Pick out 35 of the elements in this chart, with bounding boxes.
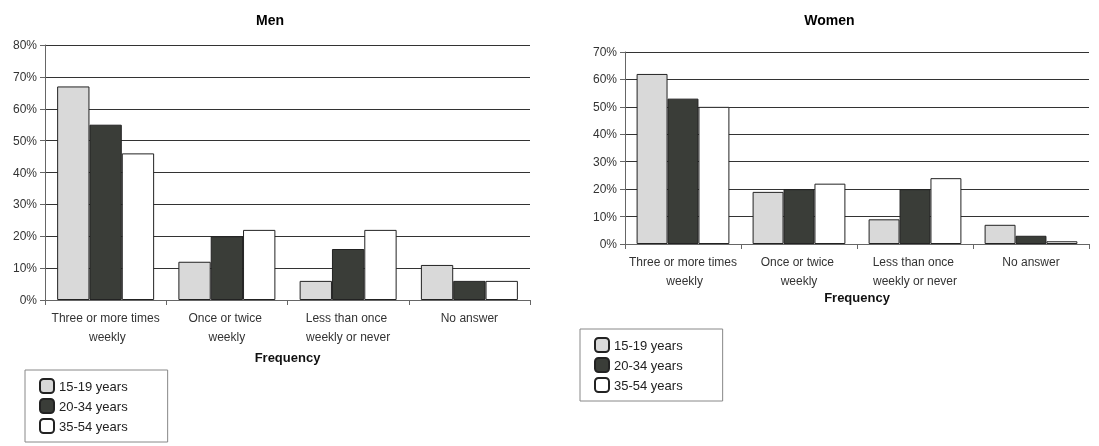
x-tick-label: Once or twice weekly	[760, 254, 838, 288]
y-tick-label: 10%	[592, 209, 618, 224]
y-tick-label: 20%	[12, 229, 38, 244]
y-tick-label: 40%	[592, 127, 618, 142]
y-tick-label: 50%	[12, 133, 38, 148]
x-axis-title: Frequency	[824, 289, 891, 305]
legend-label: 35-54 years	[59, 418, 129, 434]
legend-label: 20-34 years	[59, 398, 129, 414]
y-tick-label: 60%	[592, 72, 618, 87]
x-tick-label: Less than once weekly or never	[871, 254, 958, 288]
x-axis-title: Frequency	[254, 349, 322, 365]
legend-label: 15-19 years	[614, 337, 684, 353]
y-tick-label: 20%	[592, 182, 618, 197]
chart-title: Men	[256, 12, 284, 28]
y-tick-label: 80%	[12, 38, 38, 52]
x-tick-label: Three or more times weekly	[628, 254, 738, 288]
y-tick-label: 0%	[19, 293, 38, 307]
y-tick-label: 70%	[12, 69, 38, 84]
x-tick-label: Three or more times weekly	[51, 310, 160, 344]
legend-label: 35-54 years	[614, 377, 684, 393]
y-tick-label: 50%	[592, 99, 618, 114]
x-tick-label: Once or twice weekly	[188, 310, 266, 344]
legend-label: 20-34 years	[614, 357, 684, 373]
legend-label: 15-19 years	[59, 378, 129, 394]
x-tick-label: No answer	[1002, 254, 1060, 269]
y-tick-label: 70%	[592, 45, 618, 59]
y-tick-label: 60%	[12, 101, 38, 116]
y-tick-label: 30%	[592, 154, 618, 169]
chart-title: Women	[804, 12, 855, 28]
y-tick-label: 10%	[12, 261, 38, 276]
y-tick-label: 30%	[12, 197, 38, 212]
y-tick-label: 0%	[599, 237, 618, 251]
x-tick-label: No answer	[440, 310, 499, 325]
y-tick-label: 40%	[12, 165, 38, 180]
x-tick-label: Less than once weekly or never	[305, 310, 391, 344]
